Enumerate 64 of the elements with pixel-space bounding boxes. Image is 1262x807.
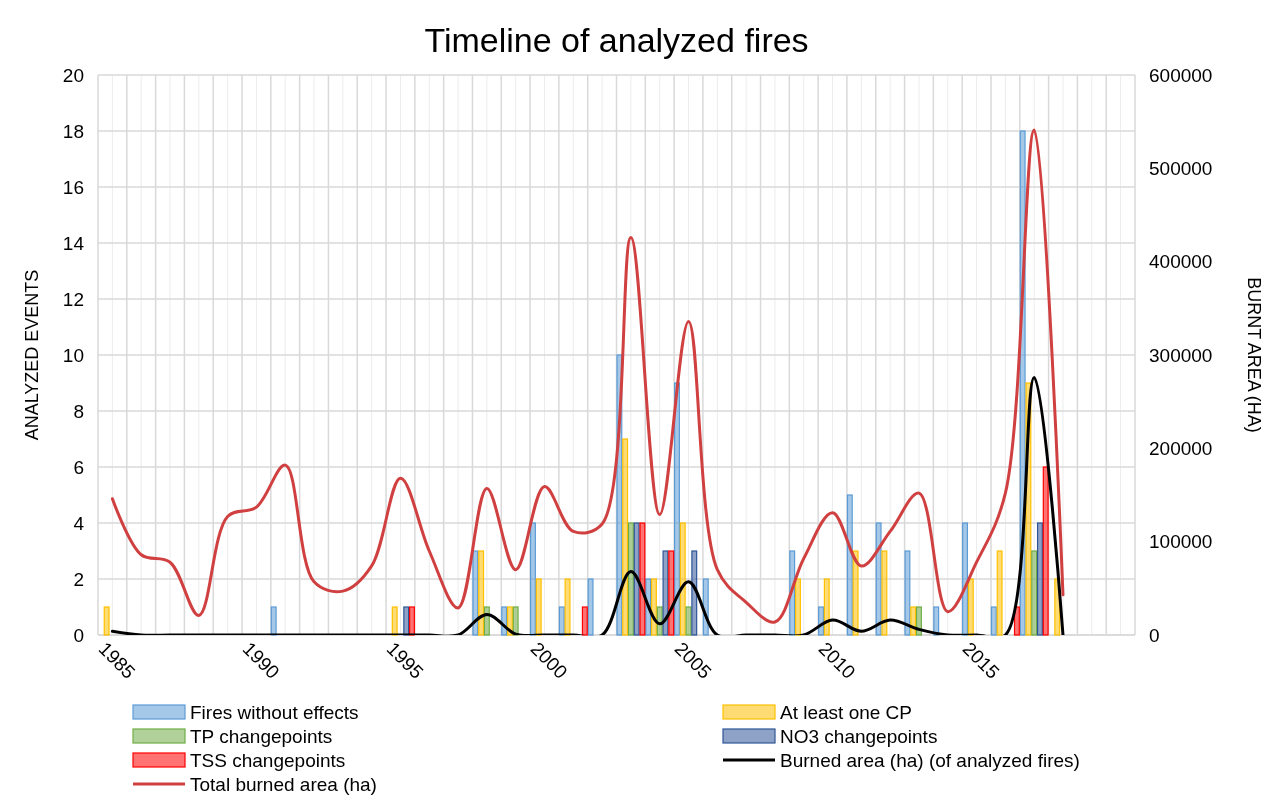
legend-label: At least one CP [780, 701, 913, 723]
bar [685, 606, 692, 636]
y-tick-label: 16 [62, 176, 84, 198]
y2-axis-title: BURNT AREA (HA) [1244, 277, 1262, 433]
bar [535, 578, 542, 636]
y-tick-label: 10 [62, 344, 84, 366]
y-tick-label: 2 [73, 568, 84, 590]
legend-label: Burned area (ha) (of analyzed fires) [780, 749, 1080, 771]
legend-label: Fires without effects [190, 701, 359, 723]
y-tick-label: 8 [73, 400, 84, 422]
bar [472, 550, 479, 636]
y2-tick-label: 300000 [1149, 344, 1213, 366]
bar [881, 550, 888, 636]
bar [1042, 466, 1049, 636]
y2-tick-label: 200000 [1149, 437, 1213, 459]
legend-label: NO3 changepoints [780, 725, 938, 747]
bar [662, 550, 669, 636]
chart-title: Timeline of analyzed fires [424, 21, 809, 59]
y2-tick-label: 0 [1149, 624, 1160, 646]
line-series [110, 128, 1065, 624]
y-tick-label: 0 [73, 624, 84, 646]
legend-label: TSS changepoints [190, 749, 346, 771]
bar [529, 522, 536, 636]
line-series [110, 375, 1065, 635]
bar [581, 606, 588, 636]
y-tick-label: 6 [73, 456, 84, 478]
bar [622, 438, 629, 636]
y-tick-label: 12 [62, 288, 84, 310]
bar [103, 606, 110, 636]
bar [967, 578, 974, 636]
bar [962, 522, 969, 636]
bar [794, 578, 801, 636]
bar [1031, 550, 1038, 636]
legend-label: Total burned area (ha) [190, 773, 377, 795]
y-tick-label: 20 [62, 64, 84, 86]
bar [564, 578, 571, 636]
bar [668, 550, 675, 636]
bar [639, 522, 646, 636]
bar [478, 550, 485, 636]
bar [403, 606, 410, 636]
y2-tick-label: 400000 [1149, 251, 1213, 273]
y2-tick-label: 100000 [1149, 531, 1213, 553]
bar [512, 606, 519, 636]
bar [904, 550, 911, 636]
y2-tick-label: 600000 [1149, 64, 1213, 86]
bar [587, 578, 594, 636]
bar [558, 606, 565, 636]
bar [270, 606, 277, 636]
y-tick-label: 18 [62, 120, 84, 142]
bar [391, 606, 398, 636]
bar [846, 494, 853, 636]
bar [691, 550, 698, 636]
bar [996, 550, 1003, 636]
y-tick-label: 14 [62, 232, 85, 254]
legend-label: TP changepoints [190, 725, 333, 747]
bar [823, 578, 830, 636]
bar [990, 606, 997, 636]
bar [1036, 522, 1043, 636]
bar [409, 606, 415, 636]
bar [679, 522, 686, 636]
y-axis-title: ANALYZED EVENTS [22, 269, 42, 441]
bar [627, 522, 634, 636]
y-tick-label: 4 [73, 512, 85, 534]
y2-tick-label: 500000 [1149, 157, 1213, 179]
